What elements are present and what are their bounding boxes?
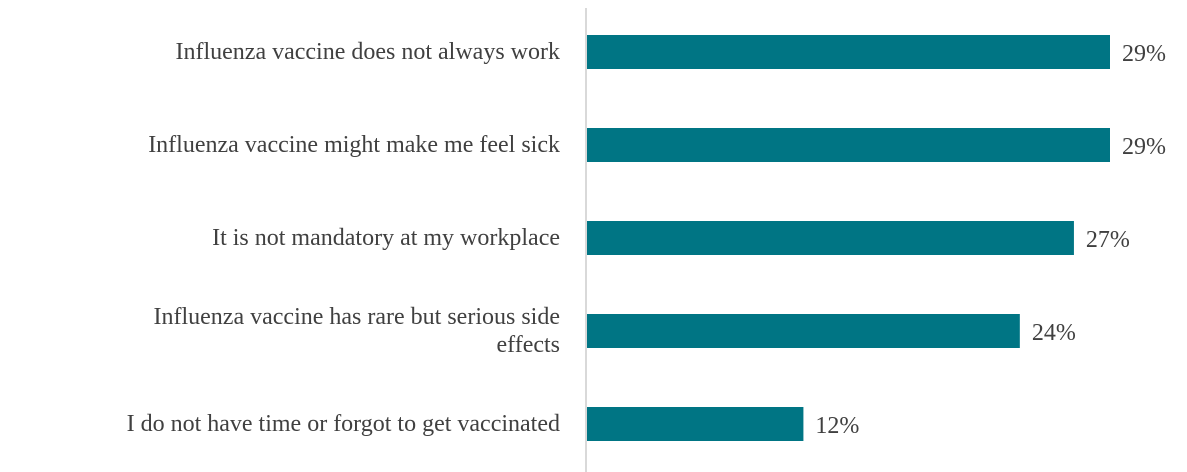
bar-4 [587, 314, 1020, 348]
bar-2 [587, 128, 1110, 162]
category-label: Influenza vaccine might make me feel sic… [148, 132, 560, 158]
category-label: It is not mandatory at my workplace [212, 225, 560, 251]
data-label: 27% [1086, 227, 1130, 253]
category-label: Influenza vaccine does not always work [175, 39, 560, 65]
data-label: 29% [1122, 134, 1166, 160]
bar-3 [587, 221, 1074, 255]
data-label: 24% [1032, 320, 1076, 346]
category-label: Influenza vaccine has rare but serious s… [154, 304, 561, 330]
bar-1 [587, 35, 1110, 69]
category-label: I do not have time or forgot to get vacc… [127, 411, 560, 437]
category-label: effects [496, 332, 560, 358]
data-label: 12% [815, 413, 859, 439]
data-label: 29% [1122, 41, 1166, 67]
bar-5 [587, 407, 804, 441]
